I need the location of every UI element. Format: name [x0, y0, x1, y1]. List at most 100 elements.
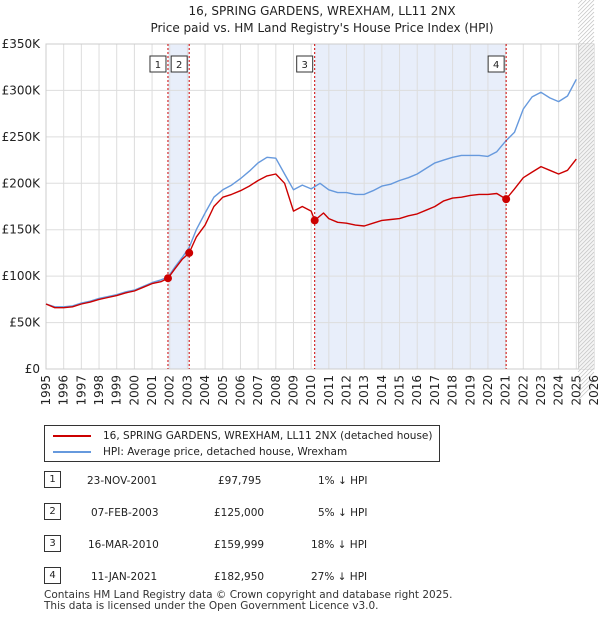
hatch-line [577, 19, 595, 37]
hatch-line [577, 343, 595, 361]
x-tick-label: 2011 [322, 375, 336, 406]
hatch-line [577, 127, 595, 145]
x-tick-label: 2021 [499, 375, 513, 406]
hatch-line [577, 275, 595, 293]
hatch-line [577, 27, 595, 45]
series-lines [45, 78, 577, 309]
hatch-line [577, 231, 595, 249]
hatch-line [577, 43, 595, 61]
y-tick-label: £300K [2, 83, 42, 97]
y-tick-label: £250K [2, 130, 42, 144]
hatch-line [577, 3, 595, 21]
hatch-line [577, 191, 595, 209]
x-tick-label: 1995 [39, 375, 53, 406]
x-tick-label: 2025 [569, 375, 583, 406]
hatch-line [577, 243, 595, 261]
hatch-line [577, 211, 595, 229]
sale-marker-box [149, 55, 167, 73]
legend-item-property: 16, SPRING GARDENS, WREXHAM, LL11 2NX (d… [53, 428, 433, 444]
sale-marker-label: 3 [302, 60, 308, 71]
x-tick-label: 1996 [57, 375, 71, 406]
sale-row: 4 11-JAN-2021 £182,950 27% ↓ HPI [44, 567, 404, 587]
hatch-line [577, 267, 595, 285]
x-tick-label: 2000 [127, 375, 141, 406]
sale-point [185, 248, 194, 257]
hatch-line [577, 23, 595, 41]
hatch-line [577, 135, 595, 153]
footer-licence: This data is licensed under the Open Gov… [44, 600, 379, 612]
projection-edge [578, 44, 580, 369]
sale-number-badge: 3 [44, 535, 61, 552]
hatch-line [577, 307, 595, 325]
sale-row: 3 16-MAR-2010 £159,999 18% ↓ HPI [44, 535, 404, 555]
shaded-period [167, 44, 190, 369]
hatch-line [577, 175, 595, 193]
hatch-line [577, 167, 595, 185]
hatch-line [577, 375, 595, 393]
x-tick-label: 2016 [410, 375, 424, 406]
hatch-line [577, 283, 595, 301]
x-tick-label: 2002 [163, 375, 177, 406]
sale-number-badge: 2 [44, 503, 61, 520]
hatch-line [577, 119, 595, 137]
hatch-line [577, 15, 595, 33]
legend-swatch-hpi [53, 451, 91, 453]
shaded-periods [167, 44, 507, 369]
x-tick-label: 1998 [92, 375, 106, 406]
hatch-line [577, 75, 595, 93]
legend: 16, SPRING GARDENS, WREXHAM, LL11 2NX (d… [44, 425, 440, 462]
hatch-line [577, 235, 595, 253]
sale-hpi-diff: 18% ↓ HPI [311, 539, 368, 551]
hatch-line [577, 63, 595, 81]
sale-number-badge: 1 [44, 471, 61, 488]
y-tick-label: £150K [2, 223, 42, 237]
x-tick-label: 2005 [216, 375, 230, 406]
x-tick-label: 2020 [481, 375, 495, 406]
hatch-line [577, 203, 595, 221]
x-tick-label: 2023 [534, 375, 548, 406]
y-tick-label: £0 [25, 362, 40, 376]
x-tick-label: 2017 [428, 375, 442, 406]
hatch-line [577, 263, 595, 281]
x-tick-label: 2001 [145, 375, 159, 406]
hatch-line [577, 207, 595, 225]
hatch-line [577, 299, 595, 317]
grid [45, 43, 595, 370]
x-tick-label: 1997 [74, 375, 88, 406]
hatch-line [577, 79, 595, 97]
hatch-line [577, 223, 595, 241]
hatch-line [577, 0, 587, 9]
y-tick-label: £200K [2, 176, 42, 190]
hatch-line [577, 199, 595, 217]
hatch-line [577, 251, 595, 269]
hatch-line [577, 315, 595, 333]
x-tick-label: 2024 [552, 375, 566, 406]
x-tick-label: 2026 [587, 375, 600, 406]
hatch-line [577, 47, 595, 65]
sale-marker-label: 1 [155, 60, 161, 71]
hatch-line [577, 147, 595, 165]
hatch-line [577, 347, 595, 365]
sale-marker-box [170, 55, 188, 73]
hatch-line [577, 0, 591, 13]
hatch-line [577, 323, 595, 341]
x-tick-label: 2012 [340, 375, 354, 406]
sale-number-badge: 4 [44, 567, 61, 584]
hatch-line [577, 383, 595, 401]
hatch-line [577, 295, 595, 313]
x-tick-label: 2018 [446, 375, 460, 406]
sale-point [502, 195, 511, 204]
hatch-line [577, 151, 595, 169]
x-tick-label: 2019 [463, 375, 477, 406]
y-tick-label: £50K [9, 316, 41, 330]
hatch-line [577, 319, 595, 337]
y-tick-label: £350K [2, 37, 42, 51]
hatch-line [577, 219, 595, 237]
footer-copyright: Contains HM Land Registry data © Crown c… [44, 589, 453, 601]
hatch-line [577, 143, 595, 161]
sale-hpi-diff: 27% ↓ HPI [311, 571, 368, 583]
hatch-line [577, 339, 595, 357]
hatch-line [577, 103, 595, 121]
hatch-line [577, 159, 595, 177]
hatch-line [577, 183, 595, 201]
